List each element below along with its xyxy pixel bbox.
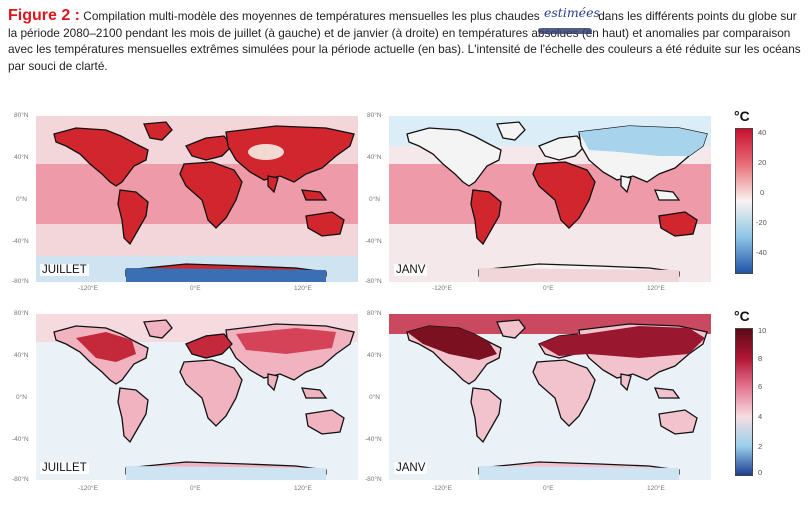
- lat-tick: 40°N: [14, 352, 29, 359]
- colorbar-bottom-tick: 0: [758, 468, 763, 477]
- lat-tick: 80°N: [14, 112, 29, 119]
- lat-tick: -40°N: [12, 238, 29, 245]
- figure-caption: Figure 2 : Compilation multi-modèle des …: [8, 5, 803, 74]
- colorbar-top-tick: -40: [756, 248, 767, 257]
- lat-tick: -80°N: [12, 476, 29, 483]
- colorbar-bottom-unit: °C: [734, 308, 750, 324]
- lat-tick: 40°N: [367, 352, 382, 359]
- handwritten-annotation: estimées: [544, 5, 600, 20]
- caption-line1-end: dans les différents points du globe sur: [594, 9, 797, 23]
- lat-tick: 80°N: [367, 310, 382, 317]
- lat-tick: 40°N: [14, 154, 29, 161]
- lon-tick: 120°E: [294, 285, 312, 292]
- scribble-strikeout: [538, 28, 592, 34]
- lon-tick: -120°E: [78, 285, 98, 292]
- lat-tick: -40°N: [365, 436, 382, 443]
- map-july-anomaly: [36, 314, 358, 480]
- lat-tick: -40°N: [365, 238, 382, 245]
- lon-tick: 0°E: [190, 485, 201, 492]
- map-label-top-right: JANV: [394, 264, 428, 276]
- caption-line1: Compilation multi-modèle des moyennes de…: [80, 9, 543, 23]
- colorbar-bottom-tick: 10: [758, 326, 767, 335]
- lat-tick: 0°N: [369, 394, 380, 401]
- map-january-anomaly: [389, 314, 711, 480]
- lon-tick: 120°E: [647, 485, 665, 492]
- lat-tick: 40°N: [367, 154, 382, 161]
- map-label-bottom-left: JUILLET: [40, 462, 89, 474]
- lat-tick: -40°N: [12, 436, 29, 443]
- lon-tick: 120°E: [294, 485, 312, 492]
- lon-tick: 120°E: [647, 285, 665, 292]
- lat-tick: 0°N: [16, 196, 27, 203]
- colorbar-bottom-tick: 2: [758, 442, 763, 451]
- map-label-top-left: JUILLET: [40, 264, 89, 276]
- figure-label: Figure 2 :: [8, 7, 81, 24]
- caption-rest: la période 2080–2100 pendant les mois de…: [8, 25, 801, 73]
- lat-tick: -80°N: [365, 476, 382, 483]
- colorbar-top-tick: 20: [758, 158, 767, 167]
- map-label-bottom-right: JANV: [394, 462, 428, 474]
- lat-tick: 80°N: [14, 310, 29, 317]
- colorbar-top-tick: -20: [756, 218, 767, 227]
- lat-tick: 0°N: [369, 196, 380, 203]
- lon-tick: -120°E: [432, 285, 452, 292]
- colorbar-bottom-tick: 8: [758, 354, 763, 363]
- lat-tick: 0°N: [16, 394, 27, 401]
- colorbar-top: [735, 128, 753, 274]
- lon-tick: 0°E: [543, 485, 554, 492]
- lat-tick: 80°N: [367, 112, 382, 119]
- colorbar-bottom: [735, 328, 753, 476]
- map-july-absolute: [36, 116, 358, 282]
- colorbar-top-tick: 0: [760, 188, 765, 197]
- lon-tick: -120°E: [432, 485, 452, 492]
- lon-tick: 0°E: [190, 285, 201, 292]
- map-january-absolute: [389, 116, 711, 282]
- colorbar-top-unit: °C: [734, 108, 750, 124]
- lat-tick: -80°N: [365, 278, 382, 285]
- colorbar-top-tick: 40: [758, 128, 767, 137]
- lat-tick: -80°N: [12, 278, 29, 285]
- colorbar-bottom-tick: 4: [758, 412, 763, 421]
- lon-tick: 0°E: [543, 285, 554, 292]
- lon-tick: -120°E: [78, 485, 98, 492]
- colorbar-bottom-tick: 6: [758, 382, 763, 391]
